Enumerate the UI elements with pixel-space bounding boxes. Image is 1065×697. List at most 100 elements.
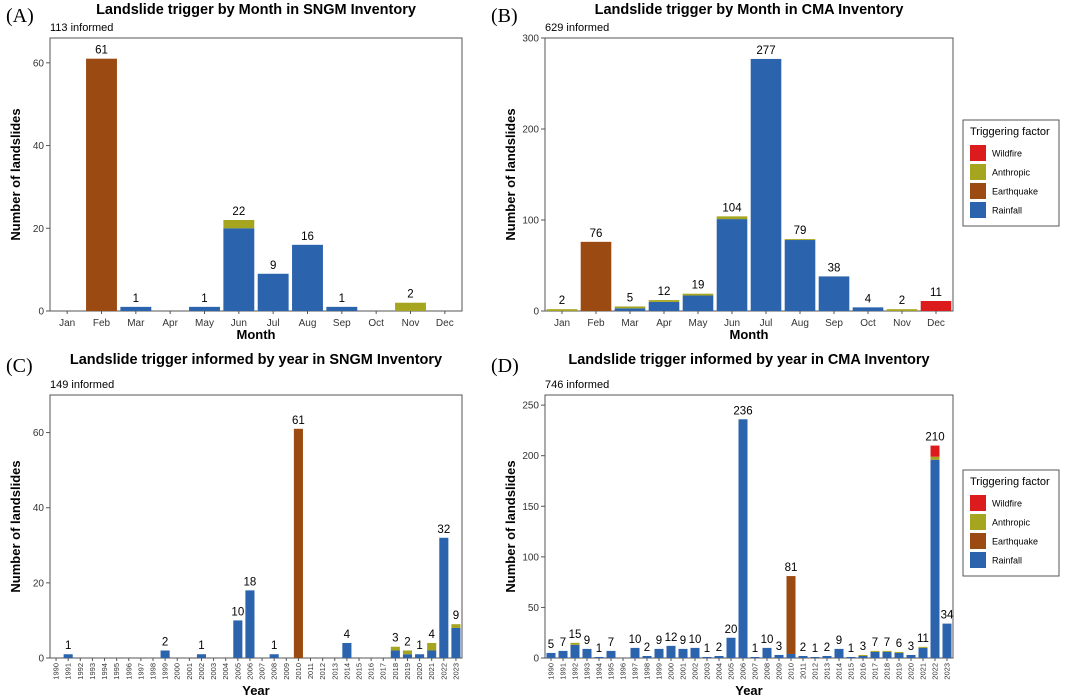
bar-rainfall-2015 — [846, 656, 856, 658]
x-tick-label: 2001 — [679, 663, 688, 680]
legend-swatch-wildfire — [970, 145, 986, 161]
bar-rainfall-May — [189, 306, 220, 311]
bar-anthropic-Nov — [395, 302, 426, 311]
x-tick-label: 1992 — [571, 663, 580, 680]
bar-rainfall-2012 — [810, 656, 820, 658]
x-tick-label: 2008 — [763, 663, 772, 680]
x-tick-label: 2012 — [318, 663, 327, 680]
bar-rainfall-2003 — [702, 656, 712, 658]
data-label: 9 — [453, 610, 459, 622]
x-tick-label: 2022 — [931, 663, 940, 680]
x-axis-title: Month — [237, 327, 276, 342]
x-tick-label: 2003 — [703, 663, 712, 680]
data-label: 10 — [761, 634, 774, 646]
legend-swatch-anthropic — [970, 164, 986, 180]
chart-panel-d: (D) Landslide trigger informed by year in… — [491, 352, 1060, 697]
chart-subtitle: 629 informed — [545, 22, 609, 34]
x-tick-label: 2021 — [427, 663, 436, 680]
data-label: 3 — [908, 641, 914, 653]
y-axis-title: Number of landslides — [503, 108, 518, 240]
bar-anthropic-2018 — [390, 646, 400, 651]
x-tick-label: 2012 — [811, 663, 820, 680]
x-tick-label: 2013 — [823, 663, 832, 680]
chart-panel-a: (A) Landslide trigger by Month in SNGM In… — [6, 2, 463, 342]
plot-frame — [544, 37, 954, 312]
bar-anthropic-2019 — [402, 650, 413, 655]
bar-rainfall-2021 — [427, 650, 437, 658]
data-label: 1 — [596, 643, 602, 655]
x-tick-label: 1993 — [88, 663, 97, 680]
bar-earthquake-Feb — [86, 58, 117, 311]
data-label: 9 — [680, 635, 686, 647]
bar-anthropic-1992 — [570, 642, 580, 645]
x-tick-label: 1996 — [124, 663, 133, 680]
data-label: 10 — [689, 634, 702, 646]
bar-rainfall-2000 — [666, 645, 676, 658]
x-tick-label: 2018 — [883, 663, 892, 680]
bar-rainfall-2014 — [834, 648, 844, 658]
bar-rainfall-2019 — [402, 654, 413, 658]
bar-rainfall-2011 — [798, 655, 808, 658]
data-label: 1 — [65, 640, 71, 652]
bar-rainfall-2020 — [415, 654, 425, 658]
data-label: 3 — [776, 641, 782, 653]
x-tick-label: 2007 — [258, 663, 267, 680]
bar-rainfall-2007 — [750, 656, 760, 658]
bar-anthropic-Aug — [784, 239, 816, 241]
y-tick-label: 0 — [38, 654, 44, 665]
bar-rainfall-May — [682, 295, 714, 311]
data-label: 81 — [785, 562, 798, 574]
panel-letter: (B) — [491, 5, 518, 27]
y-tick-label: 60 — [33, 428, 45, 439]
bar-rainfall-2005 — [726, 637, 736, 658]
bar-anthropic-Jan — [546, 309, 578, 311]
y-tick-label: 200 — [522, 125, 539, 136]
y-tick-label: 50 — [528, 603, 540, 614]
data-label: 1 — [133, 293, 139, 305]
y-axis-title: Number of landslides — [8, 460, 23, 592]
legend: Triggering factor Wildfire Anthropic Earthq… — [962, 119, 1060, 227]
bar-rainfall-1995 — [606, 650, 616, 658]
x-tick-label: Sep — [333, 318, 351, 329]
x-tick-label: Jun — [724, 318, 740, 329]
bar-rainfall-1991 — [558, 650, 568, 658]
x-tick-label: 1998 — [643, 663, 652, 680]
x-tick-label: 2006 — [245, 663, 254, 680]
bar-rainfall-1999 — [654, 648, 664, 658]
data-label: 104 — [722, 202, 742, 214]
data-label: 7 — [872, 637, 878, 649]
bar-anthropic-May — [682, 293, 714, 296]
x-tick-label: 2007 — [751, 663, 760, 680]
x-tick-label: 1994 — [595, 663, 604, 680]
bar-rainfall-Mar — [120, 306, 152, 311]
bar-anthropic-2019 — [894, 651, 904, 653]
x-tick-label: 2003 — [209, 663, 218, 680]
chart-subtitle: 746 informed — [545, 379, 609, 391]
bar-rainfall-2023 — [942, 623, 952, 658]
bar-rainfall-1999 — [160, 650, 170, 658]
x-tick-label: Jan — [554, 318, 570, 329]
data-label: 18 — [244, 576, 257, 588]
x-tick-label: May — [195, 318, 214, 329]
data-label: 12 — [658, 286, 671, 298]
bar-rainfall-Jul — [750, 58, 782, 312]
x-tick-label: 1997 — [136, 663, 145, 680]
x-tick-label: 2018 — [391, 663, 400, 680]
x-tick-label: 1992 — [76, 663, 85, 680]
bar-rainfall-2001 — [678, 648, 688, 658]
x-tick-label: 2020 — [415, 663, 424, 680]
x-tick-label: 2008 — [270, 663, 279, 680]
bar-rainfall-Apr — [648, 301, 680, 311]
panel-letter: (A) — [6, 5, 34, 27]
bar-rainfall-2002 — [690, 647, 700, 658]
x-tick-label: 2002 — [197, 663, 206, 680]
legend-swatch-rainfall — [970, 202, 986, 218]
x-tick-label: 2004 — [221, 663, 230, 680]
x-tick-label: 2015 — [355, 663, 364, 680]
bar-anthropic-2017 — [870, 650, 880, 652]
x-tick-label: Oct — [860, 318, 876, 329]
data-label: 9 — [270, 260, 276, 272]
data-label: 3 — [392, 633, 398, 645]
data-label: 7 — [560, 637, 566, 649]
bar-rainfall-2014 — [342, 642, 352, 658]
